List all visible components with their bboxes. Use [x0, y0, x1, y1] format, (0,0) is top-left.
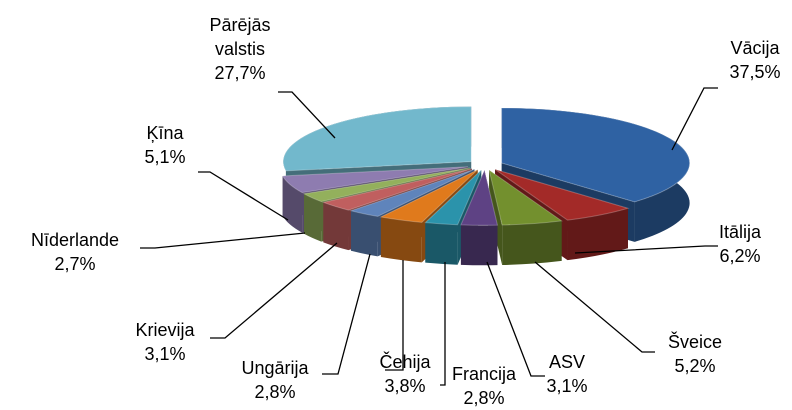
- data-label: Vācija 37,5%: [729, 36, 780, 84]
- value-label: 3,1%: [546, 376, 588, 396]
- slice: [349, 168, 475, 217]
- leader-line: [385, 260, 404, 371]
- category-label: Ungārija: [241, 358, 309, 378]
- leader-line: [671, 87, 718, 151]
- category-label: Ķīna: [146, 123, 184, 143]
- value-label: 3,1%: [144, 344, 186, 364]
- value-label: 37,5%: [729, 62, 781, 82]
- data-label: Itālija 6,2%: [719, 220, 761, 268]
- leader-line: [486, 261, 545, 377]
- slice-side: [323, 202, 349, 251]
- data-label: Čehija 3,8%: [379, 350, 430, 398]
- data-label: Krievija 3,1%: [135, 318, 194, 366]
- data-label: Francija 2,8%: [452, 362, 516, 410]
- slice-side: [304, 193, 322, 242]
- slice: [302, 167, 471, 203]
- slice: [379, 169, 478, 223]
- slice-side: [502, 220, 562, 265]
- slice-side: [567, 208, 628, 261]
- value-label: 2,8%: [254, 382, 296, 402]
- slice-side: [460, 224, 498, 266]
- data-label: Šveice 5,2%: [668, 330, 722, 378]
- slice-side: [350, 210, 378, 257]
- leader-line: [574, 245, 718, 254]
- slice: [424, 169, 482, 226]
- leader-lines: [140, 87, 718, 386]
- leader-line: [210, 242, 338, 339]
- value-label: 27,7%: [214, 63, 266, 83]
- slice-side: [380, 216, 422, 263]
- data-label: Ķīna 5,1%: [144, 121, 185, 169]
- slice: [494, 168, 630, 221]
- value-label: 3,8%: [384, 376, 426, 396]
- leader-line: [140, 232, 306, 249]
- category-label: ASV: [548, 352, 586, 372]
- value-label: 5,1%: [144, 147, 186, 167]
- slice: [321, 168, 473, 211]
- value-label: 2,7%: [54, 254, 96, 274]
- category-label: Čehija: [379, 352, 431, 372]
- category-label: Pārējās valstis: [209, 15, 271, 59]
- slice: [282, 106, 472, 172]
- slice: [488, 168, 563, 226]
- slice: [460, 168, 499, 226]
- slice: [501, 107, 691, 203]
- category-label: Šveice: [667, 332, 723, 352]
- category-label: Krievija: [135, 320, 195, 340]
- leader-line: [322, 253, 371, 375]
- slice: [281, 166, 469, 194]
- value-label: 6,2%: [719, 246, 761, 266]
- category-label: Nīderlande: [30, 230, 120, 250]
- leader-line: [278, 91, 336, 139]
- leader-line: [534, 261, 655, 353]
- leader-line: [440, 262, 446, 386]
- slice-side: [425, 222, 458, 265]
- data-label: Ungārija 2,8%: [241, 356, 308, 404]
- data-label: Nīderlande 2,7%: [31, 228, 119, 276]
- category-label: Itālija: [718, 222, 762, 242]
- category-label: Francija: [451, 364, 517, 384]
- value-label: 2,8%: [463, 388, 505, 408]
- category-label: Vācija: [730, 38, 780, 58]
- value-label: 5,2%: [674, 356, 716, 376]
- slice-side: [282, 175, 303, 233]
- slices: [281, 106, 691, 266]
- data-label: ASV 3,1%: [546, 350, 587, 398]
- leader-line: [198, 171, 289, 221]
- data-label: Pārējās valstis 27,7%: [190, 13, 290, 85]
